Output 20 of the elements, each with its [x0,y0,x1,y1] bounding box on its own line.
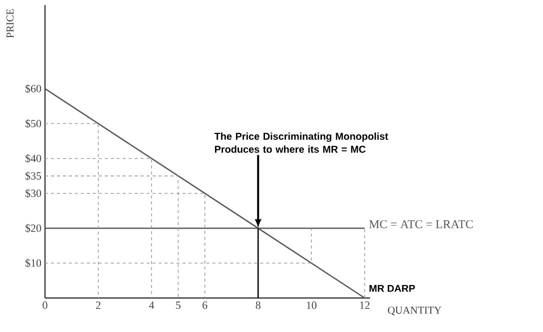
y-tick-label: $10 [26,258,42,268]
series-label: MC = ATC = LRATC [369,220,473,228]
x-tick-label: 6 [202,302,208,309]
y-axis-title: PRICE [6,9,14,38]
annotation: The Price Discriminating Monopolist Produces to where its MR = MC [214,132,388,153]
x-tick-label: 0 [42,302,48,309]
x-tick-label: 10 [306,302,316,309]
y-tick-label: $60 [26,84,42,94]
y-tick-label: $20 [26,224,42,233]
x-tick-label: 2 [96,302,100,309]
x-tick-label: 12 [360,302,370,309]
x-tick-label: 8 [256,302,260,309]
y-tick-label: $35 [26,172,42,180]
y-tick-label: $50 [26,119,42,128]
series-label: MR DARP [370,284,415,292]
x-axis-title: QUANTITY [388,306,442,316]
y-tick-label: $30 [26,188,42,198]
x-tick-label: 5 [176,302,181,309]
y-tick-label: $40 [26,154,42,163]
x-tick-label: 4 [149,302,154,309]
